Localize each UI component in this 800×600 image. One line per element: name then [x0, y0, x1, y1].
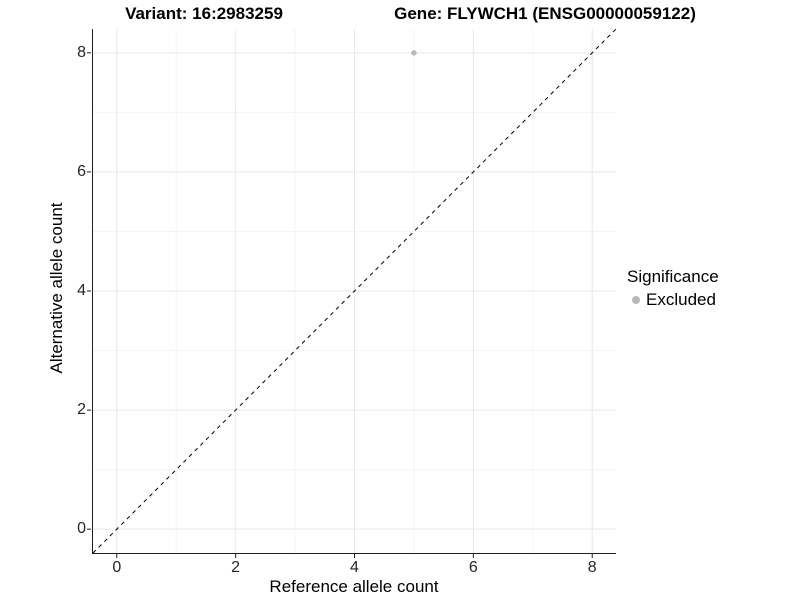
y-tick-label: 6 — [77, 162, 86, 180]
plot-canvas — [87, 28, 617, 558]
y-tick-label: 4 — [77, 282, 86, 299]
x-tick-label: 8 — [587, 559, 597, 576]
x-tick-label: 2 — [231, 559, 241, 576]
x-tick-label: 6 — [468, 559, 478, 576]
y-tick-label: 8 — [77, 43, 86, 61]
plot-title-gene: Gene: FLYWCH1 (ENSG00000059122) — [394, 4, 696, 23]
legend-title: Significance — [627, 267, 719, 286]
legend-item-label: Excluded — [646, 290, 716, 309]
legend-point-icon — [632, 296, 640, 304]
plot-title-variant: Variant: 16:2983259 — [125, 4, 283, 23]
legend-item-excluded: Excluded — [627, 290, 719, 310]
plot-panel — [87, 28, 617, 558]
legend: Significance Excluded — [627, 267, 719, 310]
y-tick-label: 0 — [77, 520, 86, 538]
y-axis-title: Alternative allele count — [47, 202, 66, 374]
x-tick-label: 0 — [112, 559, 122, 576]
identity-line — [92, 28, 617, 554]
x-axis-title: Reference allele count — [269, 577, 439, 596]
x-tick-label: 4 — [350, 559, 359, 576]
y-tick-label: 2 — [77, 401, 86, 419]
data-point — [411, 50, 417, 56]
